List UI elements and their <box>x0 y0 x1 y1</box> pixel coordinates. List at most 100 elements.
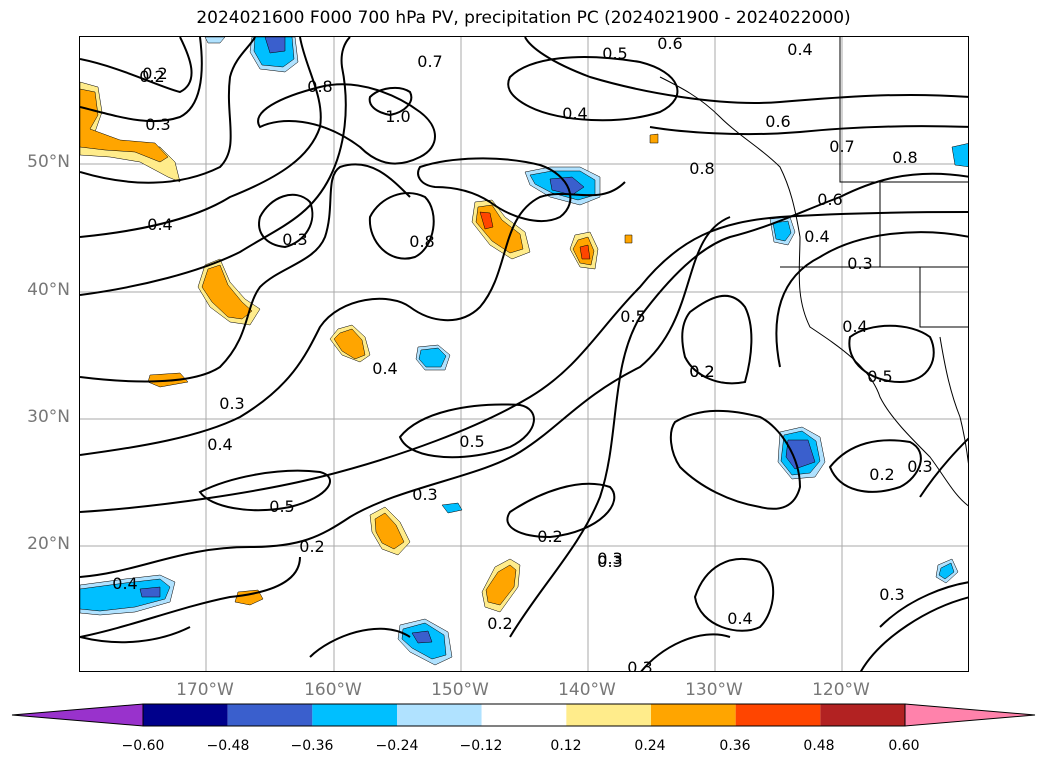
contour-label: 0.3 <box>597 549 622 568</box>
contour-label: 0.5 <box>602 44 627 63</box>
contour-label: 0.6 <box>817 190 842 209</box>
contour-label: 0.2 <box>139 67 164 86</box>
contour-label: 0.8 <box>689 159 714 178</box>
contour-label: 0.3 <box>145 115 170 134</box>
colorbar-tick: 0.60 <box>888 738 920 754</box>
colorbar-swatch <box>481 704 567 726</box>
contour-label: 0.2 <box>299 537 324 556</box>
contour-label: 0.8 <box>307 77 332 96</box>
colorbar-tick: −0.24 <box>375 738 419 754</box>
contour-label: 0.3 <box>627 658 652 672</box>
contour-label: 0.2 <box>869 465 894 484</box>
colorbar-tick: 0.12 <box>550 738 582 754</box>
colorbar-swatch <box>397 704 482 726</box>
precip-negative-area <box>418 347 447 368</box>
colorbar-tick: 0.48 <box>803 738 835 754</box>
precip-negative-area <box>139 586 161 598</box>
precip-negative-area <box>772 220 792 242</box>
contour-label: 0.6 <box>765 112 790 131</box>
colorbar-swatch <box>143 704 228 726</box>
precip-negative-area <box>80 578 171 612</box>
contour-label: 0.5 <box>620 307 645 326</box>
colorbar-border <box>142 703 906 727</box>
precip-positive-area <box>333 328 366 360</box>
colorbar-tick: −0.36 <box>290 738 334 754</box>
contour-label: 0.5 <box>269 497 294 516</box>
contour-label: 0.4 <box>372 359 397 378</box>
contour-label: 0.3 <box>907 457 932 476</box>
precip-negative-area <box>441 502 463 514</box>
precip-positive-area <box>624 234 633 244</box>
lon-label-160w: 160°W <box>304 680 362 700</box>
precip-negative-area <box>411 630 433 644</box>
lon-label-120w: 120°W <box>812 680 870 700</box>
precip-negative-area <box>264 37 286 54</box>
lon-label-140w: 140°W <box>558 680 616 700</box>
colorbar-swatch <box>735 704 821 726</box>
contour-label: 0.4 <box>787 40 812 59</box>
colorbar-tick: −0.12 <box>459 738 503 754</box>
colorbar-swatch <box>566 704 651 726</box>
contour-label: 0.2 <box>142 64 167 83</box>
contour-label-group: 0.2 0.3 0.4 0.3 0.4 0.3 0.2 0.4 0.5 0.2 … <box>112 37 932 672</box>
contour-label: 0.4 <box>804 227 829 246</box>
contour-label: 0.2 <box>689 362 714 381</box>
contour-label: 0.4 <box>562 104 587 123</box>
map-title: 2024021600 F000 700 hPa PV, precipitatio… <box>196 8 851 28</box>
graticule <box>80 37 968 671</box>
colorbar-extend-min <box>11 703 144 727</box>
precip-positive-area <box>579 244 591 260</box>
colorbar <box>11 703 1036 727</box>
contour-label: 0.4 <box>207 435 232 454</box>
precip-negative-area <box>785 439 816 470</box>
colorbar-tick: 0.24 <box>634 738 666 754</box>
lat-label-40n: 40°N <box>27 280 70 300</box>
contour-label: 1.0 <box>385 107 410 126</box>
precip-positive-area <box>479 211 494 230</box>
colorbar-swatch <box>312 704 397 726</box>
contour-label: 0.3 <box>597 552 622 571</box>
contour-label: 0.8 <box>409 232 434 251</box>
precip-positive-area <box>485 564 517 606</box>
colorbar-tick: −0.60 <box>121 738 165 754</box>
colorbar-segments <box>11 703 1036 727</box>
lon-label-130w: 130°W <box>685 680 743 700</box>
colorbar-swatch <box>651 704 736 726</box>
lat-label-20n: 20°N <box>27 534 70 554</box>
contour-label: 0.8 <box>892 148 917 167</box>
contour-label: 0.4 <box>112 574 137 593</box>
lat-label-30n: 30°N <box>27 407 70 427</box>
lon-label-170w: 170°W <box>176 680 234 700</box>
contour-label: 0.3 <box>879 585 904 604</box>
precip-positive-area <box>201 264 253 320</box>
pv-contours <box>80 37 968 671</box>
colorbar-swatch <box>227 704 313 726</box>
contour-label: 0.4 <box>147 215 172 234</box>
contour-label: 0.3 <box>282 230 307 249</box>
precip-positive-area <box>374 512 405 550</box>
contour-label: 0.5 <box>459 432 484 451</box>
contour-label: 0.2 <box>689 362 714 381</box>
colorbar-extend-max <box>904 703 1036 727</box>
precip-positive-area <box>649 133 659 144</box>
contour-label: 0.6 <box>657 37 682 53</box>
coastline <box>659 37 968 507</box>
precip-negative-area <box>204 37 226 44</box>
lon-label-150w: 150°W <box>431 680 489 700</box>
contour-label: 0.4 <box>727 609 752 628</box>
contour-label: 0.5 <box>867 367 892 386</box>
colorbar-tick: −0.48 <box>206 738 250 754</box>
colorbar-tick: 0.36 <box>719 738 751 754</box>
contour-label: 0.3 <box>412 485 437 504</box>
precip-shading <box>80 37 968 666</box>
map-panel[interactable]: 0.2 0.3 0.4 0.3 0.4 0.3 0.2 0.4 0.5 0.2 … <box>79 36 969 672</box>
contour-label: 0.2 <box>537 527 562 546</box>
map-canvas: 0.2 0.3 0.4 0.3 0.4 0.3 0.2 0.4 0.5 0.2 … <box>80 37 968 672</box>
contour-label: 0.2 <box>487 614 512 633</box>
contour-label: 0.7 <box>417 52 442 71</box>
colorbar-swatch <box>820 704 905 726</box>
contour-label: 0.4 <box>842 317 867 336</box>
lat-label-50n: 50°N <box>27 152 70 172</box>
precip-negative-area <box>951 143 968 167</box>
contour-label: 0.3 <box>847 254 872 273</box>
